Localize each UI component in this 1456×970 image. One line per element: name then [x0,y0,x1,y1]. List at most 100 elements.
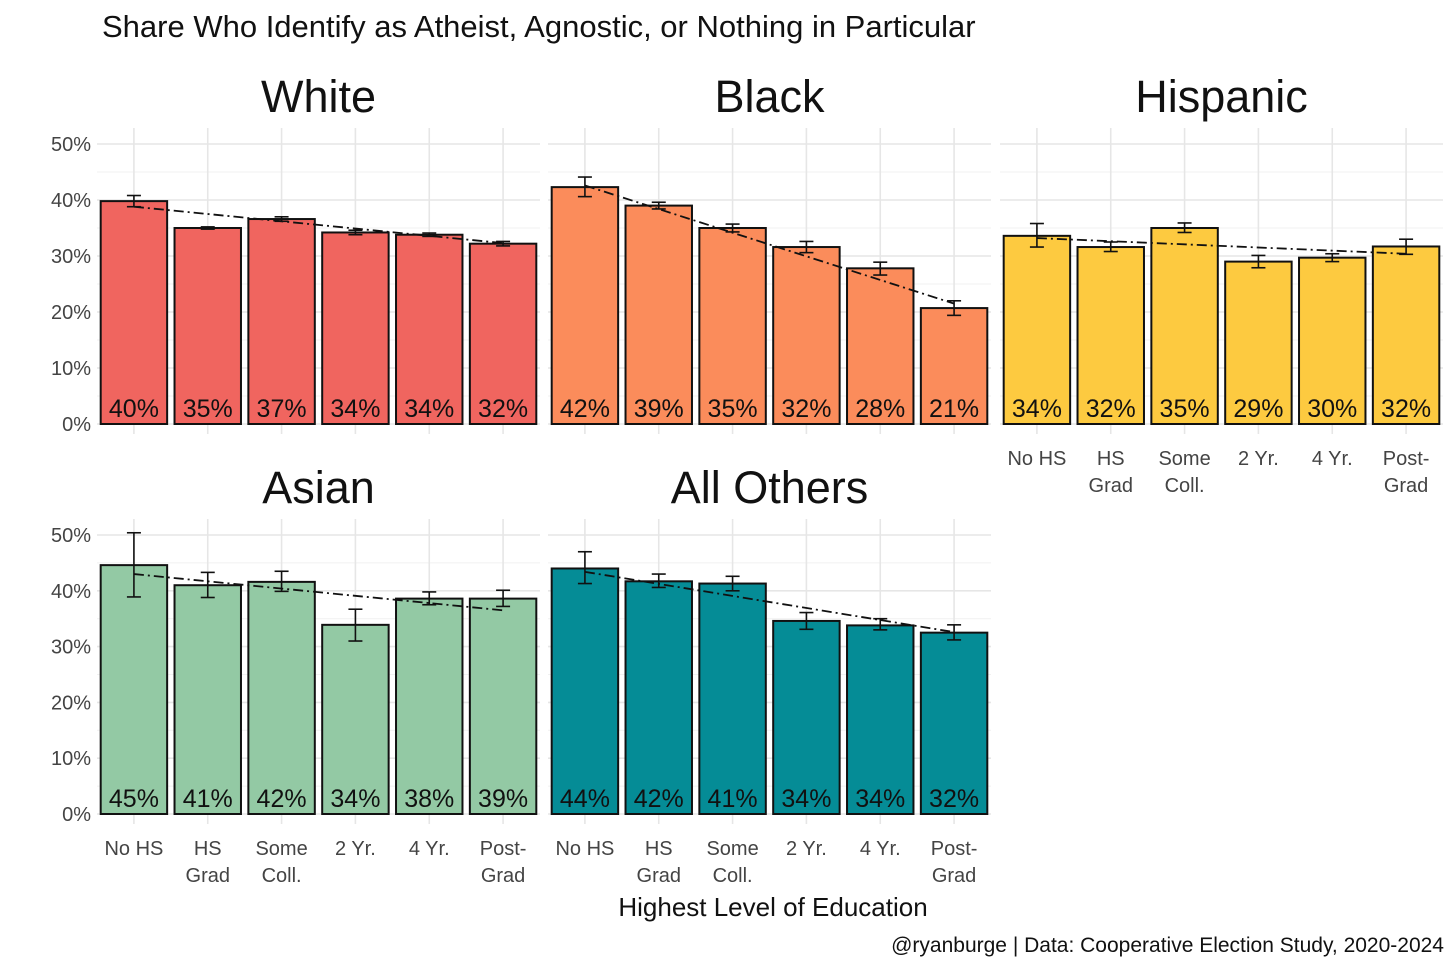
y-tick-label: 50% [51,134,91,156]
x-tick-label: Some Coll. [706,838,758,887]
facet-panels: White 0% 10% 20% 30% 40% 50% 40% 35% 37% 34% 34% 32%… [51,71,1443,887]
trend-line [584,184,955,305]
x-tick-label: No HS [1007,448,1066,470]
bar-all-others-3 [772,619,841,815]
x-tick-label: 4 Yr. [409,838,450,860]
x-tick-line: 4 Yr. [1312,448,1353,470]
chart-caption: @ryanburge | Data: Cooperative Election … [891,934,1444,957]
bar-hispanic-3 [1224,260,1293,425]
x-tick-label: Some Coll. [255,838,307,887]
bar-all-others-2 [698,582,767,816]
panel-all-others: All Others 44% 42% 41% 34% 34% 32% No HS HS Grad S… [548,462,991,887]
bar-value-label: 44% [560,785,610,813]
panel-hispanic: Hispanic 34% 32% 35% 29% 30% 32% No HS HS Grad Som… [1000,71,1443,497]
bar-value-label: 34% [1012,395,1062,423]
bar-value-label: 32% [478,395,528,423]
y-tick-label: 10% [51,358,91,380]
bar-value-label: 21% [929,395,979,423]
x-tick-line: Post- [1383,448,1430,470]
bar-value-label: 35% [708,395,758,423]
y-tick-label: 40% [51,190,91,212]
x-tick-line: 2 Yr. [1238,448,1279,470]
bar-black-3 [772,246,841,425]
x-tick-line: 4 Yr. [409,838,450,860]
x-tick-label: 4 Yr. [1312,448,1353,470]
y-tick-label: 40% [51,581,91,603]
bar-value-label: 41% [708,785,758,813]
bar-hispanic-0 [1002,234,1072,425]
bar-all-others-1 [624,580,693,816]
x-tick-label: HS Grad [186,838,230,887]
x-tick-label: No HS [104,838,163,860]
bar-value-label: 35% [183,395,233,423]
y-tick-label: 20% [51,302,91,324]
bar-black-1 [624,204,693,425]
x-tick-line: Post- [480,838,527,860]
x-tick-line: Grad [1384,475,1428,497]
x-tick-label: Post- Grad [931,838,978,887]
bar-value-label: 34% [781,785,831,813]
x-tick-label: Post- Grad [480,838,527,887]
bar-black-4 [846,267,915,425]
bar-value-label: 34% [330,785,380,813]
x-tick-line: No HS [1007,448,1066,470]
bar-all-others-5 [919,631,989,816]
x-tick-line: HS [194,838,222,860]
y-tick-label: 30% [51,246,91,268]
bar-value-label: 37% [257,395,307,423]
bar-black-5 [919,307,989,425]
x-tick-line: Grad [481,865,525,887]
x-tick-line: Grad [1089,475,1133,497]
bar-black-2 [698,227,767,425]
y-tick-label: 0% [62,804,91,826]
bar-value-label: 32% [1086,395,1136,423]
bar-asian-3 [321,623,390,816]
bar-hispanic-2 [1150,227,1219,425]
x-tick-label: HS Grad [1089,448,1133,497]
bar-value-label: 28% [855,395,905,423]
panel-black: Black 42% 39% 35% 32% 28% 21% [548,71,991,434]
bar-value-label: 32% [929,785,979,813]
bar-white-1 [173,227,242,425]
x-tick-line: Grad [186,865,230,887]
facet-title: Black [714,71,825,122]
bar-value-label: 34% [855,785,905,813]
x-tick-line: 4 Yr. [860,838,901,860]
bar-value-label: 34% [330,395,380,423]
x-axis-title: Highest Level of Education [618,892,927,922]
x-tick-line: 2 Yr. [335,838,376,860]
x-tick-line: Coll. [262,865,302,887]
bar-white-3 [321,231,390,425]
y-tick-label: 0% [62,414,91,436]
bar-hispanic-5 [1371,245,1441,425]
x-tick-label: Some Coll. [1158,448,1210,497]
bar-all-others-0 [550,567,620,815]
x-tick-line: HS [645,838,673,860]
bar-asian-5 [468,597,538,815]
bar-value-label: 45% [109,785,159,813]
bar-value-label: 40% [109,395,159,423]
bar-asian-1 [173,584,242,815]
bar-black-0 [550,186,620,425]
bar-white-5 [468,242,538,425]
x-tick-line: Coll. [713,865,753,887]
bar-white-4 [395,233,464,425]
x-tick-label: 2 Yr. [1238,448,1279,470]
x-tick-label: 2 Yr. [786,838,827,860]
facet-title: White [261,71,376,122]
bar-value-label: 35% [1160,395,1210,423]
bar-value-label: 41% [183,785,233,813]
bar-value-label: 32% [781,395,831,423]
facet-title: Asian [262,462,375,513]
panel-white: White 0% 10% 20% 30% 40% 50% 40% 35% 37% 34% 34% 32% [51,71,540,436]
bar-value-label: 29% [1233,395,1283,423]
bar-value-label: 34% [404,395,454,423]
x-tick-label: 2 Yr. [335,838,376,860]
bar-asian-2 [247,580,316,816]
x-tick-label: 4 Yr. [860,838,901,860]
bar-value-label: 42% [634,785,684,813]
bar-asian-4 [395,597,464,815]
x-tick-line: No HS [104,838,163,860]
x-tick-line: Some [706,838,758,860]
